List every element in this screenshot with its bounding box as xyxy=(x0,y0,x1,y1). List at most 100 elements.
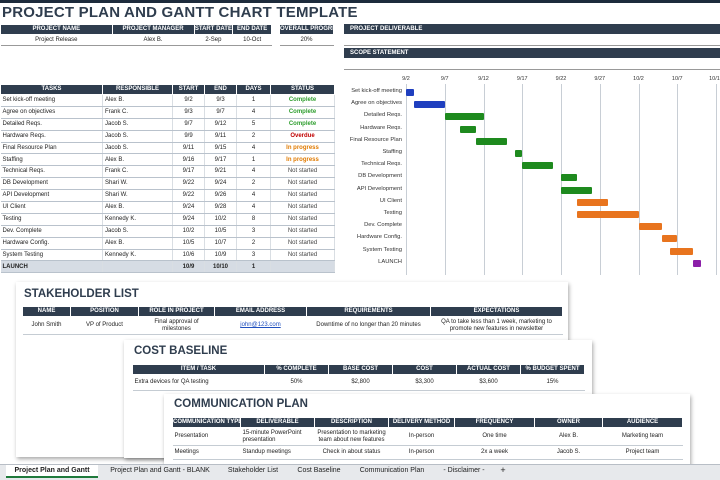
tab-disclaimer[interactable]: - Disclaimer - xyxy=(443,467,485,474)
task-cell[interactable]: Jacob S. xyxy=(102,118,173,131)
task-cell[interactable]: 1 xyxy=(236,94,271,107)
task-cell[interactable]: Jacob S. xyxy=(102,225,173,238)
task-status-cell[interactable]: Not started xyxy=(270,237,335,250)
task-cell[interactable]: Dev. Complete xyxy=(0,225,103,238)
stakeholder-cell[interactable]: QA to take less than 1 week, marketing t… xyxy=(430,316,563,335)
tab-stakeholder-list[interactable]: Stakeholder List xyxy=(227,467,279,474)
tab-project-plan-blank[interactable]: Project Plan and Gantt - BLANK xyxy=(110,467,210,474)
task-cell[interactable]: 10/10 xyxy=(204,260,237,274)
tab-communication-plan[interactable]: Communication Plan xyxy=(359,467,425,474)
task-cell[interactable]: 9/3 xyxy=(172,106,205,119)
task-cell[interactable]: 9/24 xyxy=(172,213,205,226)
task-cell[interactable]: Detailed Reqs. xyxy=(0,118,103,131)
overall-progress-value[interactable]: 20% xyxy=(279,34,334,46)
task-cell[interactable]: 9/24 xyxy=(172,201,205,214)
task-status-cell[interactable]: Complete xyxy=(270,118,335,131)
stakeholder-cell[interactable]: Final approval of milestones xyxy=(138,316,215,335)
task-cell[interactable]: Jacob S. xyxy=(102,130,173,143)
gantt-bar[interactable] xyxy=(638,223,662,231)
task-cell[interactable]: Hardware Config. xyxy=(0,237,103,250)
task-cell[interactable]: 10/9 xyxy=(172,260,205,274)
task-cell[interactable]: 9/28 xyxy=(204,201,237,214)
cost-cell[interactable]: $2,800 xyxy=(328,374,393,391)
task-status-cell[interactable]: Not started xyxy=(270,225,335,238)
gantt-bar[interactable] xyxy=(692,259,701,267)
task-cell[interactable]: 10/9 xyxy=(204,249,237,262)
task-cell[interactable]: 10/5 xyxy=(204,225,237,238)
comm-cell[interactable]: In-person xyxy=(388,427,455,446)
task-cell[interactable]: UI Client xyxy=(0,201,103,214)
cost-cell[interactable]: $3,300 xyxy=(392,374,457,391)
project-deliverable-field[interactable] xyxy=(344,34,720,46)
task-cell[interactable]: 9/3 xyxy=(204,94,237,107)
task-status-cell[interactable]: Not started xyxy=(270,165,335,179)
task-status-cell[interactable]: Not started xyxy=(270,177,335,191)
cost-cell[interactable]: $3,600 xyxy=(456,374,521,391)
task-cell[interactable]: Kennedy K. xyxy=(102,213,173,226)
task-cell[interactable]: 10/2 xyxy=(172,225,205,238)
task-cell[interactable]: 4 xyxy=(236,189,271,203)
comm-cell[interactable]: 15-minute PowerPoint presentation xyxy=(240,427,315,446)
add-sheet-button[interactable]: + xyxy=(500,465,506,475)
comm-cell[interactable]: Marketing team xyxy=(602,427,683,446)
gantt-bar[interactable] xyxy=(661,235,678,243)
comm-cell[interactable]: Presentation to marketing team about new… xyxy=(314,427,389,446)
task-cell[interactable]: 9/7 xyxy=(172,118,205,131)
comm-cell[interactable]: Project team xyxy=(602,445,683,460)
task-cell[interactable]: 9/24 xyxy=(204,177,237,191)
task-cell[interactable]: Final Resource Plan xyxy=(0,142,103,155)
gantt-bar[interactable] xyxy=(444,113,484,121)
task-cell[interactable]: Shari W. xyxy=(102,177,173,191)
task-status-cell[interactable]: Complete xyxy=(270,94,335,107)
gantt-bar[interactable] xyxy=(413,101,445,109)
task-cell[interactable] xyxy=(102,260,173,274)
scope-statement-field[interactable] xyxy=(344,58,720,70)
gantt-bar[interactable] xyxy=(514,150,523,157)
task-cell[interactable]: Technical Reqs. xyxy=(0,165,103,179)
task-cell[interactable]: 8 xyxy=(236,213,271,226)
cost-cell[interactable]: 50% xyxy=(264,374,329,391)
task-cell[interactable]: 9/21 xyxy=(204,165,237,179)
task-cell[interactable]: 2 xyxy=(236,177,271,191)
gantt-bar[interactable] xyxy=(522,162,554,170)
task-status-cell[interactable]: In progress xyxy=(270,153,335,167)
summary-cell[interactable]: Alex B. xyxy=(112,34,195,46)
task-status-cell[interactable]: Not started xyxy=(270,201,335,214)
task-status-cell[interactable]: Overdue xyxy=(270,130,335,143)
comm-cell[interactable]: Check in about status xyxy=(314,445,389,460)
summary-cell[interactable]: 10-Oct xyxy=(232,34,272,46)
comm-cell[interactable]: Standup meetings xyxy=(240,445,315,460)
summary-cell[interactable]: 2-Sep xyxy=(194,34,233,46)
comm-cell[interactable]: Meetings xyxy=(172,445,241,460)
task-cell[interactable]: 9/26 xyxy=(204,189,237,203)
task-cell[interactable]: 9/15 xyxy=(204,142,237,155)
task-cell[interactable]: 4 xyxy=(236,165,271,179)
task-cell[interactable]: DB Development xyxy=(0,177,103,191)
task-cell[interactable]: Set kick-off meeting xyxy=(0,94,103,107)
task-cell[interactable]: Jacob S. xyxy=(102,142,173,155)
task-status-cell[interactable]: Complete xyxy=(270,106,335,119)
task-status-cell[interactable] xyxy=(270,260,335,274)
gantt-bar[interactable] xyxy=(460,125,476,133)
task-cell[interactable]: API Development xyxy=(0,189,103,203)
task-cell[interactable]: 10/2 xyxy=(204,213,237,226)
task-cell[interactable]: 1 xyxy=(236,260,271,274)
gantt-bar[interactable] xyxy=(669,247,693,255)
task-cell[interactable]: 9/22 xyxy=(172,189,205,203)
summary-cell[interactable]: Project Release xyxy=(0,34,113,46)
task-cell[interactable]: 5 xyxy=(236,118,271,131)
task-cell[interactable]: 9/17 xyxy=(172,165,205,179)
task-cell[interactable]: 9/2 xyxy=(172,94,205,107)
stakeholder-cell[interactable]: VP of Product xyxy=(70,316,139,335)
task-status-cell[interactable]: Not started xyxy=(270,249,335,262)
task-cell[interactable]: 4 xyxy=(236,106,271,119)
task-cell[interactable]: Testing xyxy=(0,213,103,226)
comm-cell[interactable]: Alex B. xyxy=(534,427,603,446)
task-cell[interactable]: 10/6 xyxy=(172,249,205,262)
task-status-cell[interactable]: Not started xyxy=(270,189,335,203)
task-cell[interactable]: Agree on objectives xyxy=(0,106,103,119)
task-cell[interactable]: 9/7 xyxy=(204,106,237,119)
task-cell[interactable]: Alex B. xyxy=(102,237,173,250)
stakeholder-cell[interactable]: John Smith xyxy=(22,316,71,335)
task-cell[interactable]: 9/22 xyxy=(172,177,205,191)
